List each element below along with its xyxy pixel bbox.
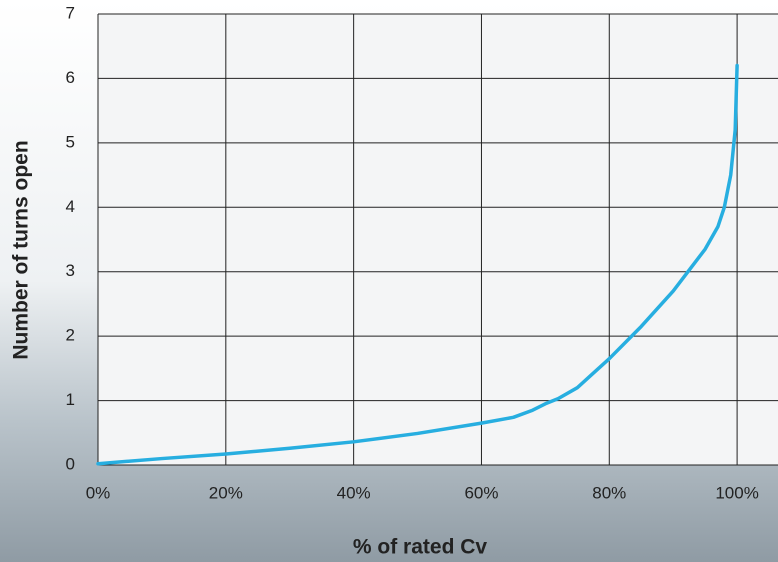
y-axis-title: Number of turns open bbox=[10, 140, 33, 359]
x-tick-label: 80% bbox=[592, 483, 626, 502]
plot-area bbox=[98, 14, 778, 465]
y-tick-label: 4 bbox=[66, 197, 75, 216]
x-tick-label: 100% bbox=[715, 483, 758, 502]
y-tick-label: 0 bbox=[66, 454, 75, 473]
x-axis-title: % of rated Cv bbox=[353, 536, 488, 559]
y-tick-label: 5 bbox=[66, 132, 75, 151]
x-tick-label: 60% bbox=[464, 483, 498, 502]
y-tick-label: 2 bbox=[66, 326, 75, 345]
y-tick-label: 3 bbox=[66, 261, 75, 280]
y-tick-label: 7 bbox=[66, 3, 75, 22]
y-tick-label: 1 bbox=[66, 390, 75, 409]
x-tick-label: 0% bbox=[86, 483, 111, 502]
x-tick-label: 40% bbox=[337, 483, 371, 502]
x-tick-label: 20% bbox=[209, 483, 243, 502]
y-tick-label: 6 bbox=[66, 68, 75, 87]
data-line bbox=[96, 63, 739, 466]
